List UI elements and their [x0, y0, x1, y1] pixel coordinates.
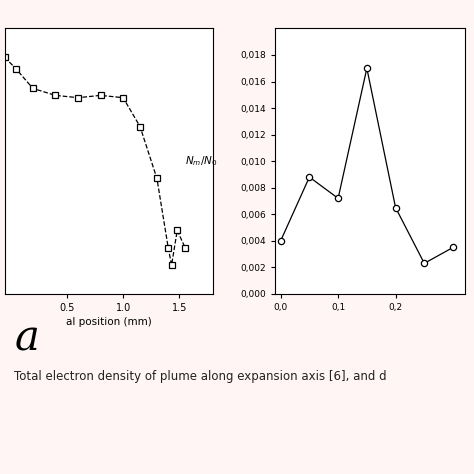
Text: a: a	[14, 318, 39, 360]
Y-axis label: $N_m/N_0$: $N_m/N_0$	[185, 154, 218, 168]
Text: Total electron density of plume along expansion axis [6], and d: Total electron density of plume along ex…	[14, 370, 387, 383]
X-axis label: al position (mm): al position (mm)	[66, 317, 152, 327]
